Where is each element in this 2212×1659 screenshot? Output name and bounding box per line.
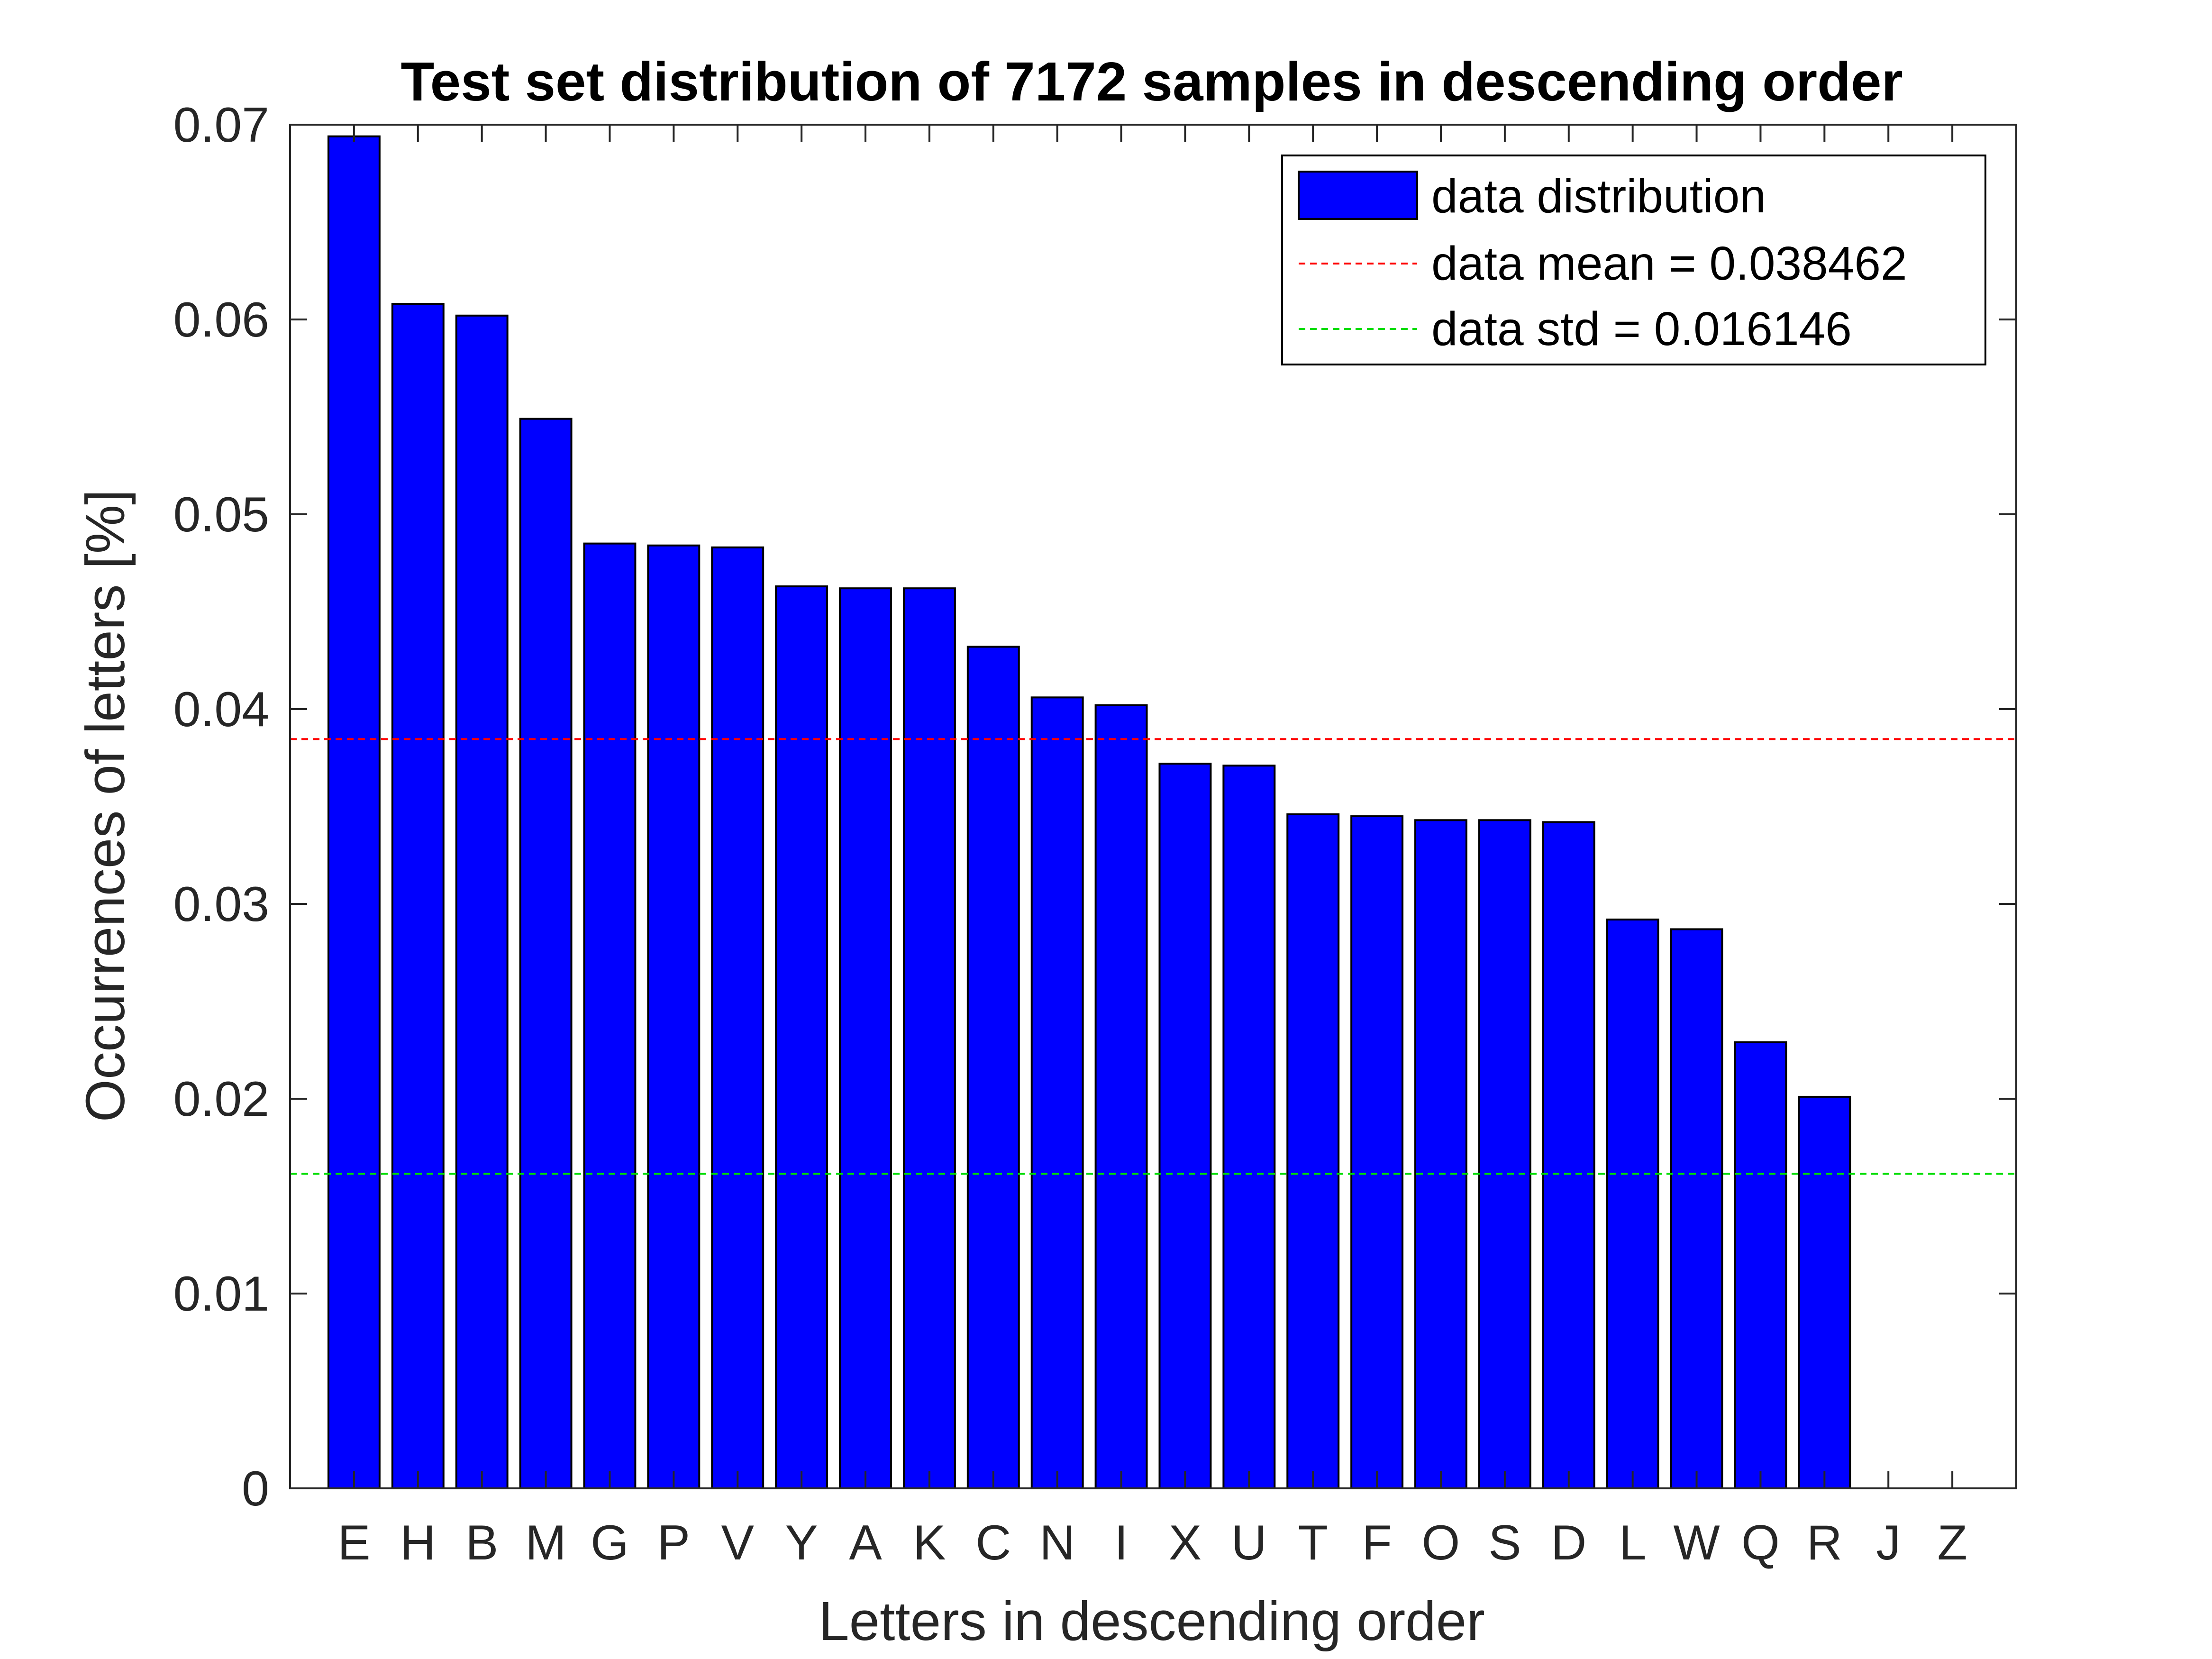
bar-E <box>327 135 381 1490</box>
bar-X <box>1158 763 1212 1489</box>
bar-I <box>1094 704 1148 1489</box>
bar-B <box>455 314 509 1489</box>
bar-G <box>583 542 637 1489</box>
bar-R <box>1798 1095 1851 1489</box>
bar-T <box>1286 813 1340 1489</box>
reference-lines-layer <box>290 738 2016 1175</box>
y-tick-label-2: 0.02 <box>173 1072 269 1127</box>
y-tick-label-6: 0.06 <box>173 292 269 347</box>
x-tick-label-W: W <box>1673 1515 1720 1570</box>
y-tick-label-0: 0 <box>242 1461 269 1516</box>
y-tick-label-3: 0.03 <box>173 877 269 932</box>
bar-M <box>519 418 573 1489</box>
bar-P <box>647 544 701 1489</box>
x-tick-label-B: B <box>465 1515 498 1570</box>
bar-Q <box>1734 1041 1787 1490</box>
x-tick-label-F: F <box>1362 1515 1392 1570</box>
x-tick-label-G: G <box>591 1515 629 1570</box>
x-tick-label-K: K <box>913 1515 946 1570</box>
bar-Y <box>775 585 828 1489</box>
bar-A <box>839 587 892 1489</box>
bar-O <box>1414 819 1467 1489</box>
x-tick-label-O: O <box>1422 1515 1460 1570</box>
bar-S <box>1478 819 1531 1489</box>
bar-U <box>1222 765 1276 1489</box>
y-tick-label-7: 0.07 <box>173 98 269 153</box>
x-tick-label-M: M <box>525 1515 566 1570</box>
bar-N <box>1030 696 1084 1489</box>
y-tick-label-1: 0.01 <box>173 1267 269 1322</box>
x-tick-label-R: R <box>1807 1515 1842 1570</box>
bar-F <box>1350 815 1404 1489</box>
x-tick-label-I: I <box>1114 1515 1128 1570</box>
x-tick-label-Y: Y <box>785 1515 818 1570</box>
x-tick-label-S: S <box>1488 1515 1521 1570</box>
x-tick-label-L: L <box>1619 1515 1647 1570</box>
legend-swatch-bar <box>1298 171 1418 220</box>
bar-H <box>391 303 445 1489</box>
legend-label-mean: data mean = 0.038462 <box>1431 237 1907 290</box>
x-tick-label-N: N <box>1039 1515 1075 1570</box>
y-tick-label-4: 0.04 <box>173 682 269 737</box>
x-tick-label-P: P <box>657 1515 690 1570</box>
bar-W <box>1670 928 1723 1489</box>
x-tick-label-X: X <box>1169 1515 1202 1570</box>
x-tick-label-J: J <box>1876 1515 1901 1570</box>
x-tick-label-T: T <box>1298 1515 1328 1570</box>
y-tick-labels: 0 0.01 0.02 0.03 0.04 0.05 0.06 0.07 <box>173 98 269 1516</box>
ticks-layer <box>290 124 2016 1489</box>
x-tick-label-U: U <box>1231 1515 1267 1570</box>
x-axis-label: Letters in descending order <box>819 1590 1485 1652</box>
legend-label-distribution: data distribution <box>1431 170 1766 223</box>
x-tick-label-D: D <box>1551 1515 1586 1570</box>
bar-C <box>966 646 1020 1489</box>
x-tick-label-H: H <box>400 1515 436 1570</box>
plot-area-frame <box>289 124 2017 1489</box>
y-tick-label-5: 0.05 <box>173 487 269 542</box>
x-tick-label-Z: Z <box>1937 1515 1967 1570</box>
x-tick-label-V: V <box>721 1515 754 1570</box>
legend: data distribution data mean = 0.038462 d… <box>1281 155 1986 365</box>
x-tick-label-C: C <box>975 1515 1011 1570</box>
bar-K <box>902 587 956 1489</box>
bar-D <box>1542 821 1595 1489</box>
legend-label-std: data std = 0.016146 <box>1431 302 1852 356</box>
y-axis-label: Occurrences of letters [%] <box>74 490 136 1122</box>
bar-V <box>711 546 765 1489</box>
x-tick-label-Q: Q <box>1741 1515 1780 1570</box>
chart-title: Test set distribution of 7172 samples in… <box>401 51 1903 112</box>
bar-L <box>1606 918 1659 1489</box>
x-tick-label-A: A <box>849 1515 882 1570</box>
bars-layer <box>327 135 1851 1490</box>
x-tick-label-E: E <box>337 1515 370 1570</box>
